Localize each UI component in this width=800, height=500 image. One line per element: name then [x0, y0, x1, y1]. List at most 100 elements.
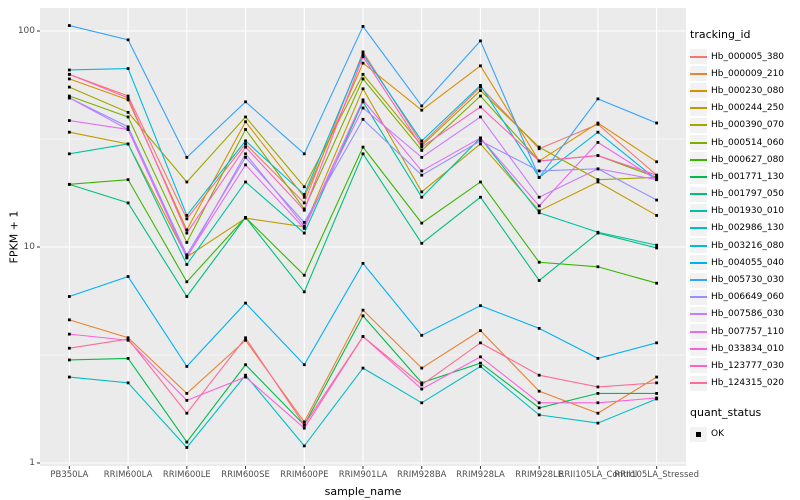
data-point — [537, 159, 541, 163]
data-point — [126, 128, 130, 131]
x-tick-label: RRIM928BA — [396, 470, 447, 480]
data-point — [302, 201, 306, 205]
data-point — [479, 89, 482, 92]
data-point — [420, 383, 424, 387]
x-tick-label: RRIM600LE — [162, 470, 211, 480]
data-point — [420, 139, 424, 143]
data-point — [361, 77, 365, 81]
data-point — [655, 198, 659, 202]
data-point — [185, 392, 189, 395]
data-point — [655, 121, 659, 125]
legend-item: Hb_000230_080 — [690, 82, 800, 99]
data-point — [537, 401, 541, 405]
data-point — [302, 220, 306, 224]
legend-item: Hb_006649_060 — [690, 289, 800, 306]
data-point — [67, 375, 71, 379]
legend-item: Hb_000244_250 — [690, 100, 800, 117]
data-point — [361, 145, 365, 149]
data-point — [655, 176, 659, 179]
data-point — [361, 100, 365, 104]
legend-key-line — [690, 364, 707, 367]
legend-key-line — [690, 382, 707, 385]
data-point — [420, 190, 424, 194]
legend-item: Hb_000009_210 — [690, 65, 800, 82]
data-point — [420, 381, 424, 385]
data-point — [479, 115, 482, 119]
legend-item: Hb_004055_040 — [690, 254, 800, 271]
data-point — [655, 281, 659, 285]
data-point — [420, 169, 424, 173]
data-point — [185, 398, 189, 402]
legend-label: Hb_005730_030 — [711, 275, 785, 286]
data-point — [361, 335, 365, 338]
data-point — [126, 275, 130, 278]
data-point — [361, 152, 365, 156]
data-point — [361, 25, 365, 28]
data-point — [537, 211, 541, 215]
legend-key-box — [690, 66, 707, 82]
data-point — [185, 411, 189, 415]
data-point — [655, 246, 659, 250]
legend-label: Hb_007757_110 — [711, 326, 785, 337]
legend-title-quant-status: quant_status — [690, 405, 762, 419]
legend-title-tracking-id: tracking_id — [690, 28, 751, 41]
data-point — [244, 100, 247, 104]
legend-label: Hb_000005_380 — [711, 51, 785, 62]
data-point — [361, 87, 365, 91]
data-point — [126, 98, 130, 102]
legend-label: Hb_001771_130 — [711, 171, 785, 182]
legend-label: Hb_000390_070 — [711, 120, 785, 131]
data-point — [420, 144, 424, 147]
data-point — [537, 195, 541, 199]
legend-key-line — [690, 313, 707, 316]
data-point — [302, 423, 306, 427]
data-point — [596, 265, 600, 269]
legend-key-line — [690, 141, 707, 144]
legend-label: Hb_124315_020 — [711, 378, 785, 389]
data-point — [537, 145, 541, 149]
legend-item: Hb_007586_030 — [690, 306, 800, 323]
legend-item: Hb_001930_010 — [690, 203, 800, 220]
data-point — [479, 64, 482, 68]
data-point — [244, 120, 247, 124]
legend-label: Hb_000514_060 — [711, 137, 785, 148]
data-point — [302, 195, 306, 199]
data-point — [420, 221, 424, 225]
data-point — [126, 115, 130, 119]
data-point — [67, 24, 71, 27]
data-point — [479, 304, 482, 308]
data-point — [596, 401, 600, 405]
data-point — [655, 214, 659, 217]
data-point — [479, 94, 482, 98]
data-point — [537, 373, 541, 377]
data-point — [244, 301, 247, 305]
data-point — [302, 224, 306, 228]
legend-label: Hb_000230_080 — [711, 85, 785, 96]
legend-key-line — [690, 193, 707, 196]
legend-key-box — [690, 306, 707, 322]
data-point — [361, 72, 365, 76]
legend-key-box — [690, 255, 707, 271]
data-point — [420, 173, 424, 177]
data-point — [596, 140, 600, 144]
legend-key-box — [690, 100, 707, 116]
data-point — [185, 231, 189, 235]
legend-item-quant-ok: OK — [690, 426, 800, 443]
legend-label: Hb_000009_210 — [711, 68, 785, 79]
data-point — [302, 426, 306, 430]
data-point — [537, 260, 541, 264]
legend-key-box — [690, 238, 707, 254]
legend-key-line — [690, 347, 707, 350]
data-point — [185, 241, 189, 244]
legend-label: Hb_002986_130 — [711, 223, 785, 234]
data-point — [479, 361, 482, 365]
data-point — [67, 182, 71, 186]
legend-item: Hb_123777_030 — [690, 357, 800, 374]
legend-label: Hb_000627_080 — [711, 154, 785, 165]
data-point — [185, 263, 189, 266]
data-point — [185, 295, 189, 298]
data-point — [126, 356, 130, 360]
legend-key-line — [690, 279, 707, 282]
legend-item: Hb_005730_030 — [690, 271, 800, 288]
